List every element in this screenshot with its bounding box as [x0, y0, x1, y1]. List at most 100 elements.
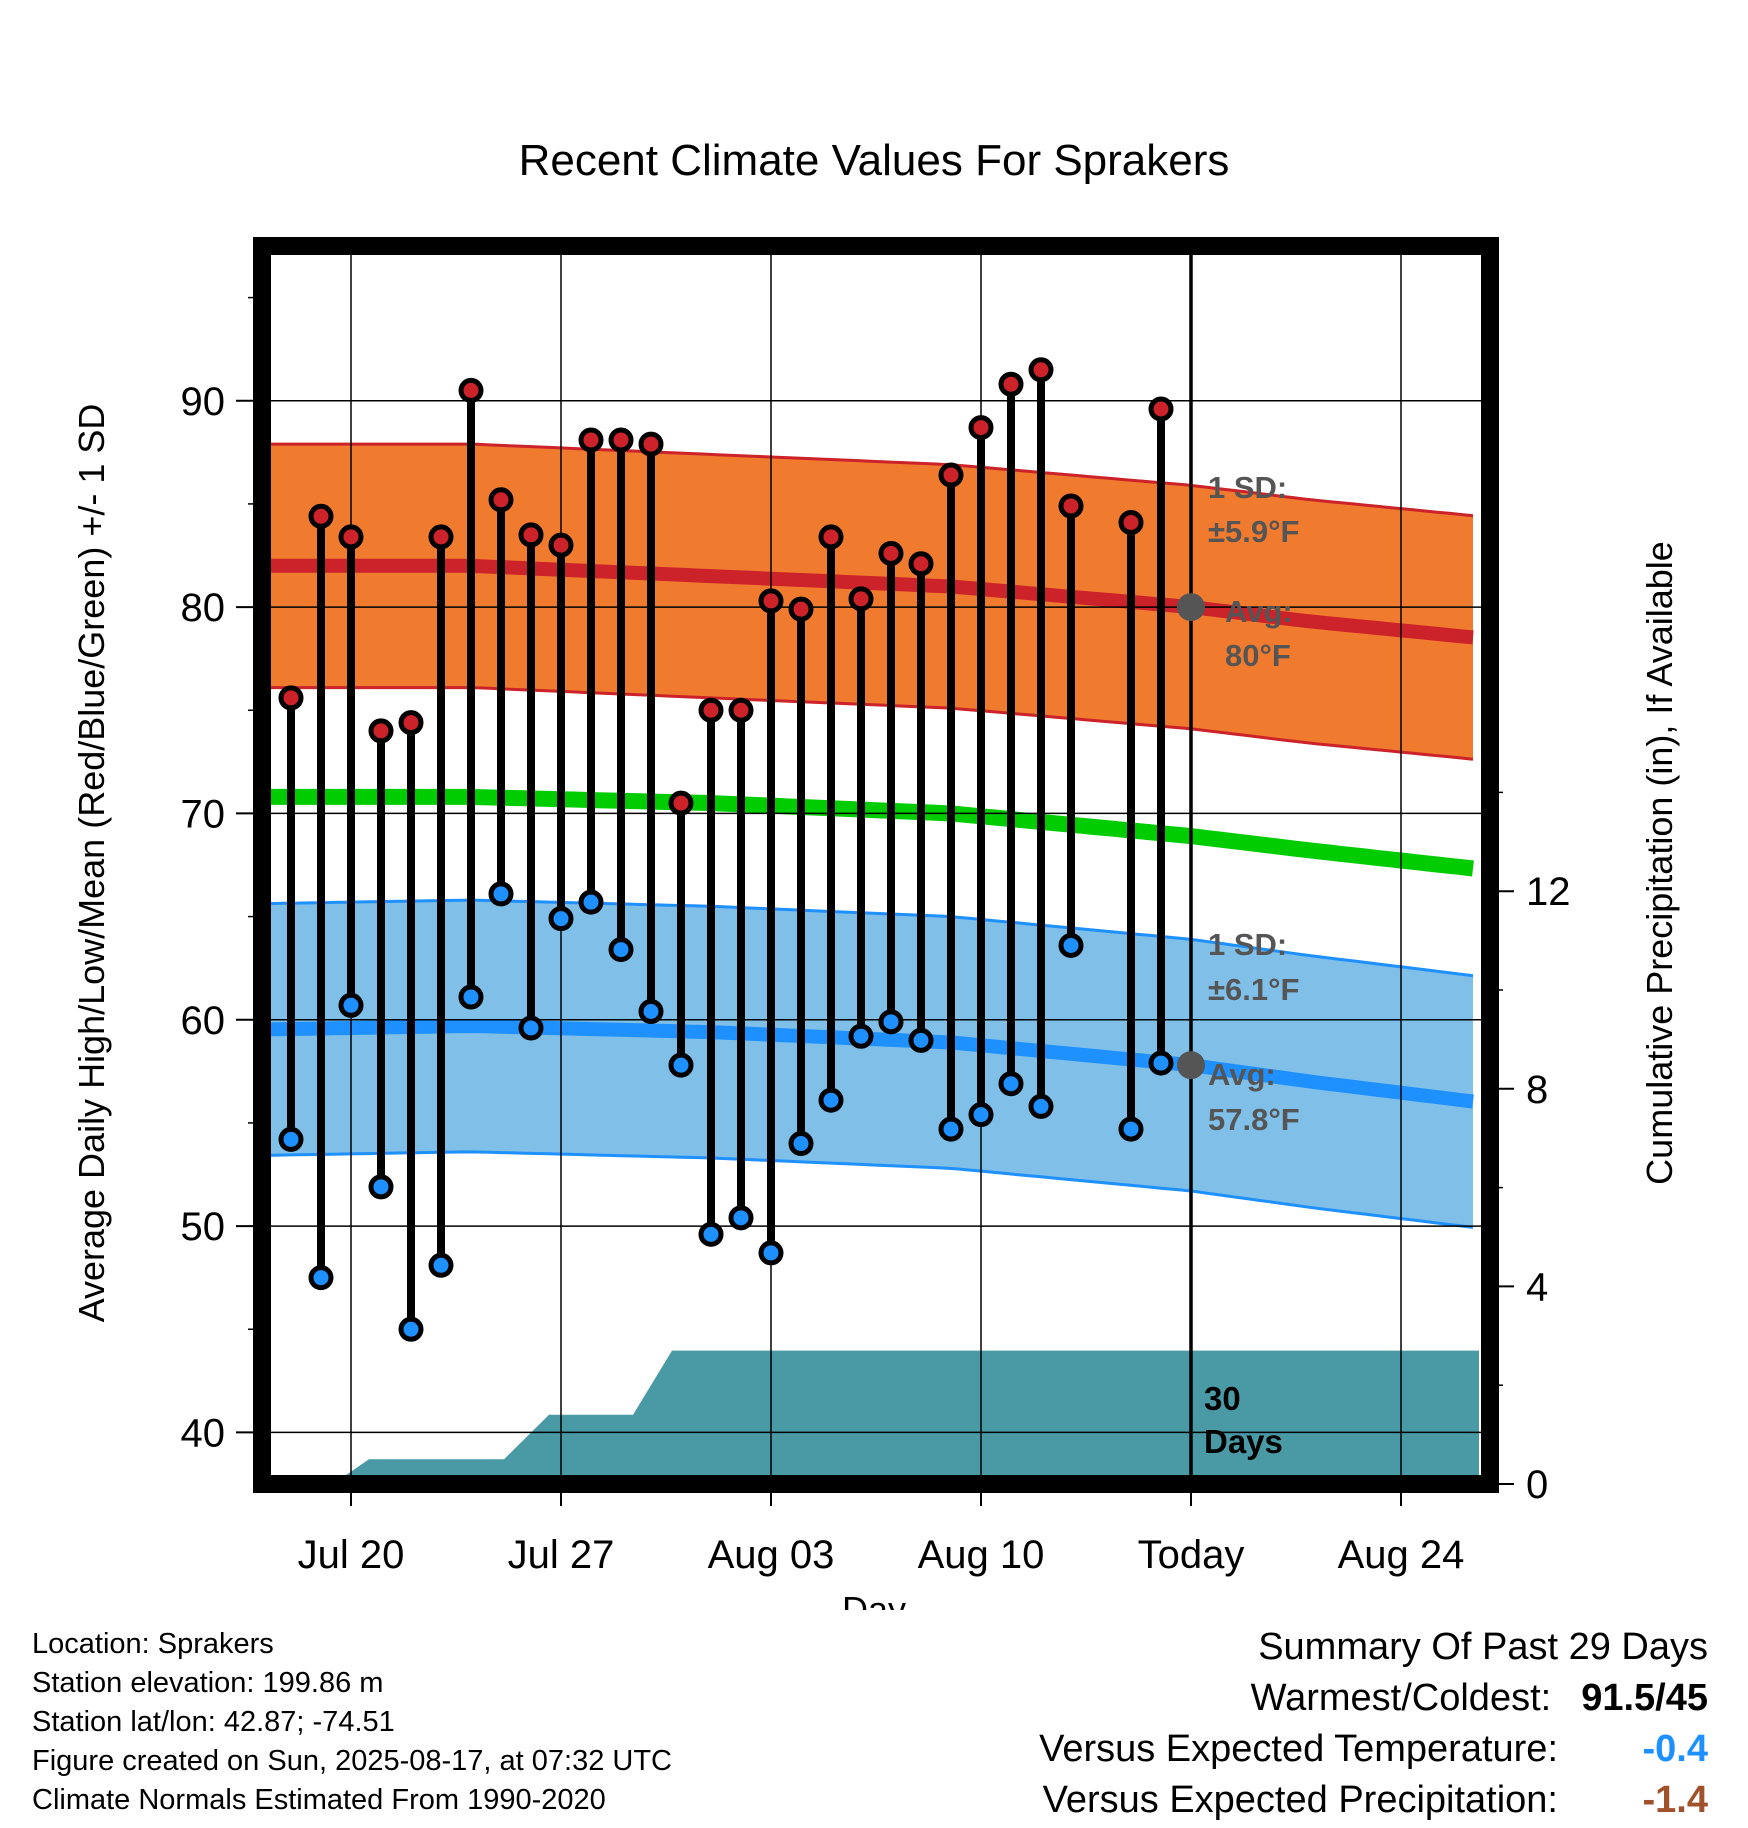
x-tick-label: Aug 10: [918, 1533, 1045, 1577]
y-axis-label: Average Daily High/Low/Mean (Red/Blue/Gr…: [71, 404, 112, 1323]
today-low-avg-marker: [1177, 1051, 1205, 1080]
high-point: [1118, 509, 1144, 535]
low-point: [788, 1131, 814, 1157]
high-point: [488, 487, 514, 513]
low-point: [998, 1071, 1024, 1097]
high-point: [548, 532, 574, 558]
low-point: [428, 1252, 454, 1278]
summary-precip-row: Versus Expected Precipitation: -1.4: [1039, 1775, 1708, 1826]
plot-inner: 1 SD: ±5.9°F Avg: 80°F 1 SD: ±6.1°F Avg: 57.8°F…: [262, 246, 1490, 1484]
high-point: [278, 685, 304, 711]
temp-value: -0.4: [1642, 1728, 1708, 1770]
y-tick-label: 70: [181, 792, 226, 836]
location-text: Location: Sprakers: [32, 1628, 274, 1660]
elevation-text: Station elevation: 199.86 m: [32, 1667, 384, 1699]
high-point: [938, 462, 964, 488]
high-sd-band-lower-edge: [262, 686, 1474, 761]
chart-title: Recent Climate Values For Sprakers: [519, 136, 1230, 185]
x-axis-label: Day: [842, 1589, 906, 1610]
low-point: [908, 1027, 934, 1053]
low-avg-value: 57.8°F: [1208, 1102, 1300, 1137]
low-point: [488, 881, 514, 907]
x-tick-label: Jul 27: [508, 1533, 615, 1577]
precip-label: Versus Expected Precipitation:: [1042, 1779, 1558, 1821]
high-sd-label: 1 SD:: [1208, 470, 1287, 505]
high-point: [608, 427, 634, 453]
low-point: [548, 906, 574, 932]
low-sd-band-upper-edge: [262, 898, 1474, 978]
y2-axis-label: Cumulative Precipitation (in), If Availa…: [1639, 541, 1680, 1185]
x-tick-label: Aug 24: [1338, 1533, 1465, 1577]
high-sd-band-upper-edge: [262, 442, 1474, 518]
low-point: [818, 1087, 844, 1113]
low-sd-value: ±6.1°F: [1208, 972, 1299, 1007]
low-point: [758, 1240, 784, 1266]
low-point: [668, 1052, 694, 1078]
summary-temp-row: Versus Expected Temperature: -0.4: [1039, 1724, 1708, 1775]
high-point: [338, 524, 364, 550]
high-avg-label: Avg:: [1225, 594, 1293, 629]
low-point: [398, 1316, 424, 1342]
plot-border: [253, 237, 1499, 1493]
y-tick-label: 80: [181, 586, 226, 630]
low-point: [638, 998, 664, 1024]
high-point: [428, 524, 454, 550]
low-point: [308, 1265, 334, 1291]
high-point: [848, 586, 874, 612]
plot-area: 1 SD: ±5.9°F Avg: 80°F 1 SD: ±6.1°F Avg: 57.8°F…: [181, 237, 1571, 1577]
mean-avg-line: [262, 788, 1474, 877]
summary-title: Summary Of Past 29 Days: [1258, 1626, 1708, 1668]
temp-label: Versus Expected Temperature:: [1039, 1728, 1558, 1770]
high-sd-value: ±5.9°F: [1208, 514, 1299, 549]
low-point: [338, 992, 364, 1018]
high-point: [998, 371, 1024, 397]
low-point: [518, 1015, 544, 1041]
high-point: [368, 718, 394, 744]
latlon-text: Station lat/lon: 42.87; -74.51: [32, 1706, 395, 1738]
warmest-label: Warmest/Coldest:: [1250, 1677, 1552, 1719]
y-tick-label: 60: [181, 999, 226, 1043]
low-sd-band: [262, 900, 1473, 1228]
summary-panel: Summary Of Past 29 Days Warmest/Coldest:…: [1039, 1622, 1708, 1826]
climate-chart: Recent Climate Values For Sprakers 1 SD:…: [71, 136, 1680, 1610]
y2-tick-label: 12: [1526, 870, 1571, 914]
precip-value: -1.4: [1642, 1779, 1708, 1821]
high-point: [668, 790, 694, 816]
high-point: [878, 540, 904, 566]
low-sd-label: 1 SD:: [1208, 927, 1287, 962]
high-avg-value: 80°F: [1225, 638, 1291, 673]
y2-tick-label: 8: [1526, 1068, 1548, 1112]
high-point: [728, 697, 754, 723]
y-tick-label: 40: [181, 1411, 226, 1455]
x-tick-label: Aug 03: [708, 1533, 835, 1577]
low-point: [458, 984, 484, 1010]
low-point: [608, 937, 634, 963]
y2-tick-label: 0: [1526, 1463, 1548, 1507]
low-point: [278, 1126, 304, 1152]
low-point: [1058, 932, 1084, 958]
high-point: [1028, 357, 1054, 383]
high-point: [458, 377, 484, 403]
warmest-value: 91.5/45: [1581, 1677, 1708, 1719]
low-point: [968, 1102, 994, 1128]
low-point: [1028, 1093, 1054, 1119]
high-point: [398, 710, 424, 736]
high-point: [968, 415, 994, 441]
x-tick-label: Jul 20: [298, 1533, 405, 1577]
low-point: [938, 1116, 964, 1142]
low-point: [1148, 1050, 1174, 1076]
high-point: [1058, 493, 1084, 519]
y-tick-label: 50: [181, 1205, 226, 1249]
low-point: [878, 1009, 904, 1035]
high-point: [698, 697, 724, 723]
high-point: [758, 588, 784, 614]
station-info: Location: Sprakers Station elevation: 19…: [32, 1625, 672, 1820]
created-text: Figure created on Sun, 2025-08-17, at 07…: [32, 1745, 672, 1777]
low-point: [1118, 1116, 1144, 1142]
high-point: [518, 522, 544, 548]
high-point: [638, 431, 664, 457]
low-point: [368, 1174, 394, 1200]
summary-warmest-row: Warmest/Coldest: 91.5/45: [1039, 1673, 1708, 1724]
low-point: [848, 1023, 874, 1049]
high-avg-line: [262, 558, 1474, 645]
